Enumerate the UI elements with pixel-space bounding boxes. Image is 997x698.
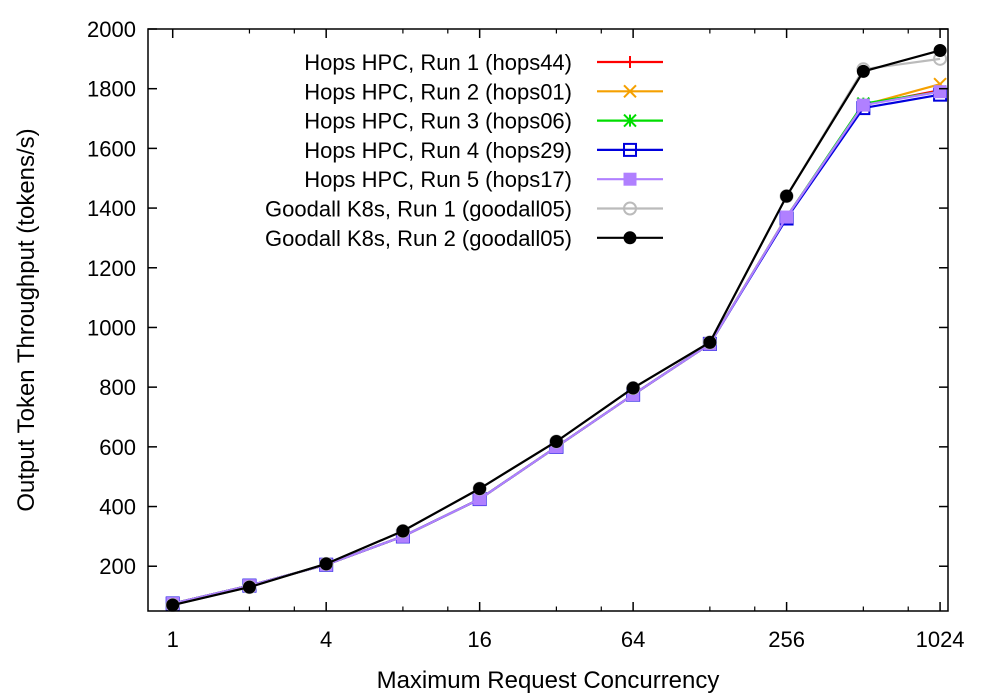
y-tick-label: 1800 [87,77,136,102]
legend-swatch-marker [623,113,637,128]
series-3 [165,84,947,611]
y-tick-label: 2000 [87,17,136,42]
legend-entry: Hops HPC, Run 1 (hops44) [304,50,663,75]
legend: Hops HPC, Run 1 (hops44) Hops HPC, Run 2 … [265,50,663,251]
series-line [172,49,941,607]
legend-swatch-marker [623,142,637,157]
legend-swatch-marker [623,172,637,186]
series-1 [166,84,947,610]
series-layer [165,43,948,613]
y-tick-label: 1200 [87,256,136,281]
legend-entry: Hops HPC, Run 3 (hops06) [304,109,663,134]
y-tick-label: 1600 [87,136,136,161]
data-point [626,381,640,395]
legend-entry: Goodall K8s, Run 1 (goodall05) [265,197,663,222]
series-5 [166,85,947,611]
x-axis-label: Maximum Request Concurrency [377,667,720,694]
legend-entry: Hops HPC, Run 2 (hops01) [304,79,663,104]
legend-label: Hops HPC, Run 1 (hops44) [304,50,572,75]
y-tick-label: 800 [99,375,136,400]
y-tick-label: 600 [99,435,136,460]
data-point [856,64,870,78]
legend-label: Goodall K8s, Run 2 (goodall05) [265,226,572,251]
x-tick-label: 1 [167,627,179,652]
legend-label: Hops HPC, Run 2 (hops01) [304,79,572,104]
series-7 [166,43,947,612]
series-6 [165,51,948,613]
y-tick-label: 1400 [87,196,136,221]
legend-entry: Goodall K8s, Run 2 (goodall05) [265,226,663,251]
y-tick-label: 200 [99,554,136,579]
data-point [780,189,794,203]
data-point [242,580,256,594]
data-point [319,557,333,571]
data-point [856,98,870,112]
data-point [933,43,947,57]
x-tick-label: 256 [768,627,805,652]
legend-swatch-marker [623,201,637,216]
axes: 200 400 600 800 1000 1200 1400 1600 1800 2000 1 4 16… [87,17,965,652]
data-point [473,482,487,496]
legend-swatch-marker [623,84,637,99]
data-point [780,210,794,224]
x-tick-label: 4 [320,627,332,652]
legend-entry: Hops HPC, Run 5 (hops17) [304,167,663,192]
legend-entry: Hops HPC, Run 4 (hops29) [304,138,663,163]
legend-swatch-marker [623,231,637,245]
legend-label: Hops HPC, Run 5 (hops17) [304,167,572,192]
x-tick-label: 1024 [916,627,965,652]
x-tick-label: 64 [621,627,645,652]
x-tick-label: 16 [467,627,491,652]
data-point [933,85,947,99]
data-point [396,524,410,538]
y-tick-label: 400 [99,495,136,520]
data-point [703,335,717,349]
plot-frame [147,28,949,612]
y-tick-label: 1000 [87,315,136,340]
legend-label: Goodall K8s, Run 1 (goodall05) [265,197,572,222]
data-point [549,434,563,448]
legend-label: Hops HPC, Run 3 (hops06) [304,109,572,134]
legend-label: Hops HPC, Run 4 (hops29) [304,138,572,163]
y-axis-label: Output Token Throughput (tokens/s) [13,128,40,511]
